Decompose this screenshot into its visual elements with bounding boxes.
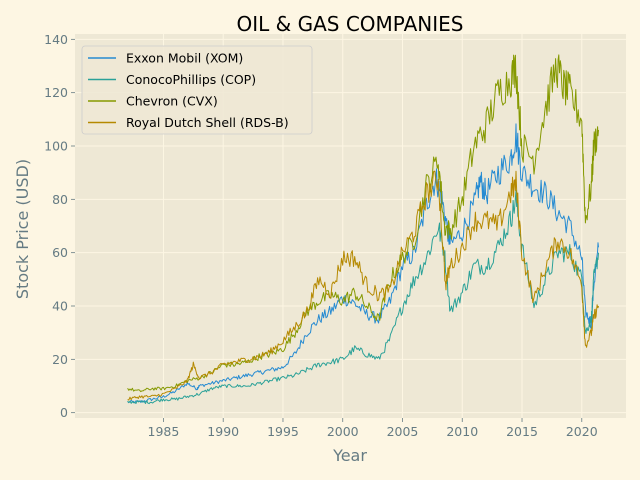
series-line-3 — [127, 170, 599, 401]
series-line-1 — [127, 190, 599, 405]
x-tick-label: 1985 — [148, 424, 180, 439]
x-tick-label: 2010 — [446, 424, 478, 439]
y-tick-label: 0 — [60, 405, 68, 420]
y-tick-label: 140 — [44, 32, 68, 47]
x-tick-label: 2000 — [327, 424, 359, 439]
x-tick-label: 1990 — [207, 424, 239, 439]
x-tick-label: 2020 — [566, 424, 598, 439]
y-tick-label: 100 — [44, 139, 68, 154]
legend-label: ConocoPhillips (COP) — [126, 72, 256, 87]
legend-label: Chevron (CVX) — [126, 94, 218, 109]
x-tick-label: 1995 — [267, 424, 299, 439]
grid — [75, 34, 626, 418]
legend-label: Royal Dutch Shell (RDS-B) — [126, 115, 289, 130]
x-tick-label: 2005 — [387, 424, 419, 439]
legend: Exxon Mobil (XOM) ConocoPhillips (COP) Che… — [81, 45, 313, 135]
x-axis-label: Year — [332, 446, 367, 465]
legend-box — [81, 45, 313, 135]
y-tick-label: 120 — [44, 85, 68, 100]
legend-label: Exxon Mobil (XOM) — [126, 51, 243, 66]
y-tick-label: 60 — [52, 245, 68, 260]
series-line-0 — [127, 123, 599, 404]
tick-labels: 0 20 40 60 80 100 120 140 1985 1990 1995 2000 2005 20… — [44, 32, 598, 439]
y-tick-label: 80 — [52, 192, 68, 207]
series-layer — [127, 54, 599, 405]
y-tick-label: 40 — [52, 299, 68, 314]
y-tick-label: 20 — [52, 352, 68, 367]
x-tick-label: 2015 — [506, 424, 538, 439]
y-axis-label: Stock Price (USD) — [13, 159, 32, 299]
chart-title: OIL & GAS COMPANIES — [237, 12, 464, 36]
